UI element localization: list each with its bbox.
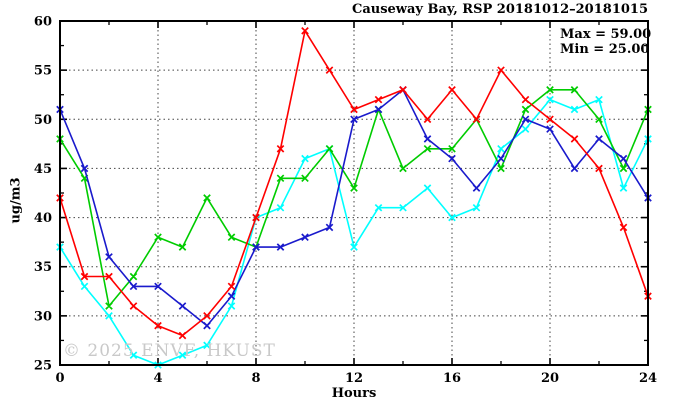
tick-label: 60	[34, 15, 52, 30]
tick-label: 55	[34, 64, 52, 79]
tick-label: 4	[153, 371, 162, 386]
tick-label: 50	[34, 113, 52, 128]
tick-label: 0	[55, 371, 64, 386]
chart-title: Causeway Bay, RSP 20181012–20181015	[352, 2, 648, 17]
y-tick-labels: 25 30 35 40 45 50 55 60	[34, 15, 52, 374]
tick-label: 24	[639, 371, 657, 386]
x-axis-label: Hours	[331, 386, 377, 401]
tick-label: 8	[251, 371, 260, 386]
blue-series	[56, 85, 652, 330]
tick-label: 40	[34, 211, 52, 226]
min-label: Min = 25.00	[560, 42, 650, 57]
y-axis-label: ug/m3	[8, 177, 24, 224]
plot-border	[59, 20, 649, 366]
tick-label: 30	[34, 309, 52, 324]
tick-label: 45	[34, 162, 52, 177]
tick-label: 12	[345, 371, 363, 386]
tick-label: 35	[34, 260, 52, 275]
max-label: Max = 59.00	[560, 27, 652, 42]
tick-label: 20	[541, 371, 559, 386]
x-tick-labels: 0 4 8 12 16 20 24	[55, 371, 657, 386]
blue-series-markers	[56, 85, 652, 330]
watermark: © 2025 ENVF, HKUST	[63, 341, 276, 361]
tick-label: 16	[443, 371, 461, 386]
maxmin-annotation: Max = 59.00 Min = 25.00	[560, 27, 651, 57]
red-series	[56, 27, 652, 340]
tick-label: 25	[34, 359, 52, 374]
gridlines	[60, 21, 648, 365]
